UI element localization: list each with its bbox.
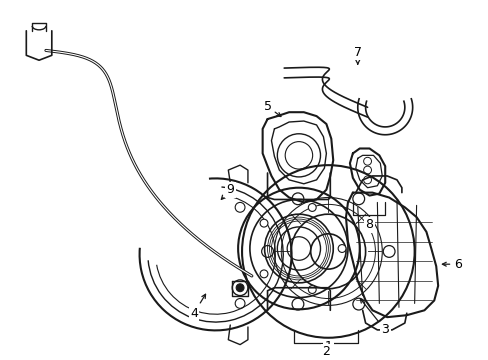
Circle shape: [260, 270, 267, 278]
Text: 1: 1: [324, 340, 332, 353]
Text: 7: 7: [353, 46, 361, 64]
Circle shape: [308, 285, 316, 293]
Text: 8: 8: [365, 219, 373, 231]
Text: 3: 3: [360, 299, 388, 336]
Text: 2: 2: [322, 345, 330, 358]
Text: 5: 5: [263, 100, 280, 117]
Text: 6: 6: [442, 258, 461, 271]
Circle shape: [308, 203, 316, 211]
Circle shape: [260, 219, 267, 227]
Text: 4: 4: [190, 294, 205, 320]
Circle shape: [236, 284, 244, 292]
Text: 9: 9: [221, 183, 234, 199]
Circle shape: [338, 244, 346, 252]
